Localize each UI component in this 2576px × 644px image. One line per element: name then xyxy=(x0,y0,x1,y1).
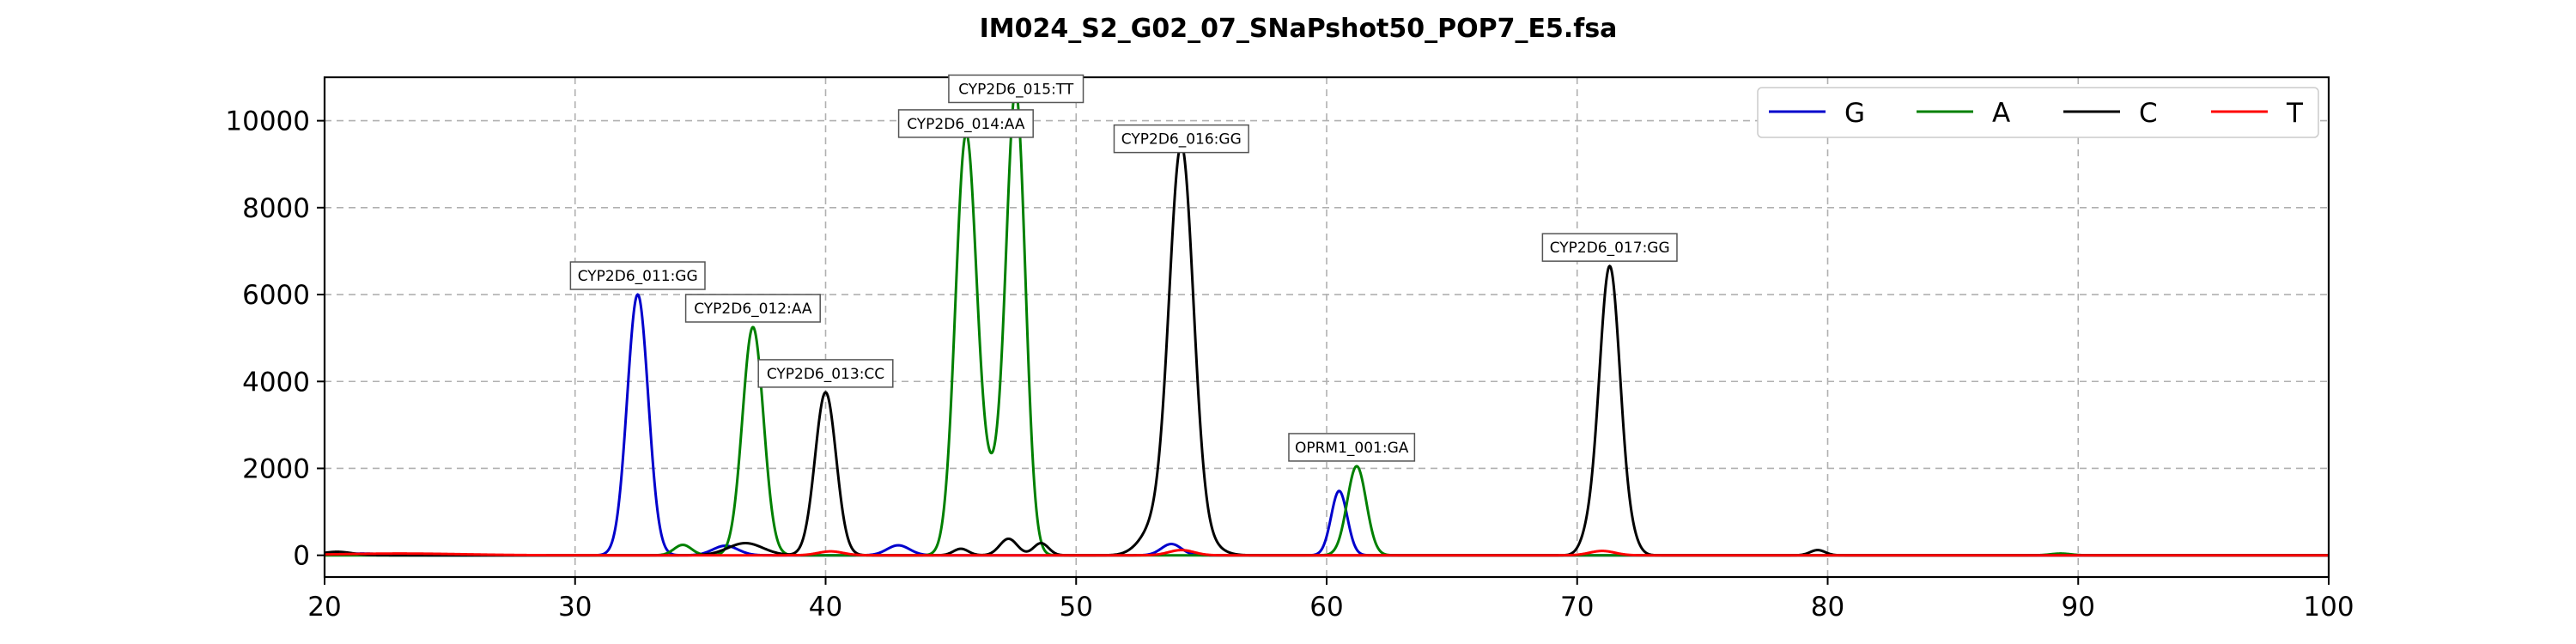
peak-annotation: CYP2D6_016:GG xyxy=(1113,124,1249,154)
annotation-box xyxy=(948,74,1084,104)
x-tick-label: 30 xyxy=(558,592,592,623)
annotation-box xyxy=(1113,124,1249,154)
annotation-box xyxy=(757,359,894,388)
annotation-label: CYP2D6_011:GG xyxy=(578,268,698,285)
legend-label-G: G xyxy=(1844,98,1865,129)
annotation-box xyxy=(684,294,821,323)
peak-annotation: CYP2D6_017:GG xyxy=(1541,233,1678,262)
legend-box xyxy=(1757,87,2319,138)
annotation-label: CYP2D6_015:TT xyxy=(958,81,1074,98)
annotation-label: CYP2D6_013:CC xyxy=(767,366,884,383)
annotation-label: CYP2D6_017:GG xyxy=(1550,240,1670,257)
annotation-box xyxy=(569,261,706,290)
x-tick-label: 40 xyxy=(809,592,842,623)
annotation-label: CYP2D6_016:GG xyxy=(1121,131,1242,149)
peak-annotation: OPRM1_001:GA xyxy=(1288,433,1416,462)
y-tick-label: 6000 xyxy=(242,280,310,311)
peak-annotation: CYP2D6_015:TT xyxy=(948,74,1084,104)
legend-label-T: T xyxy=(2286,98,2304,129)
x-tick-label: 20 xyxy=(307,592,341,623)
annotation-label: OPRM1_001:GA xyxy=(1295,440,1409,457)
y-tick-label: 10000 xyxy=(225,106,310,137)
x-tick-label: 90 xyxy=(2062,592,2095,623)
axes: 20 30 40 50 60 70 80 90 100 0 2000 4000 6000 8000 1000… xyxy=(225,76,2354,623)
legend-label-C: C xyxy=(2139,98,2158,129)
annotation-box xyxy=(897,109,1034,138)
annotation-label: CYP2D6_014:AA xyxy=(907,116,1025,133)
peak-annotations: CYP2D6_011:GG CYP2D6_012:AA CYP2D6_013:CC C… xyxy=(569,74,1678,462)
series-line-T xyxy=(325,549,2329,557)
data-series xyxy=(325,88,2329,557)
peak-annotation: CYP2D6_012:AA xyxy=(684,294,821,323)
x-tick-label: 100 xyxy=(2303,592,2354,623)
y-tick-label: 0 xyxy=(293,541,310,572)
annotation-box xyxy=(1541,233,1678,262)
x-tick-label: 60 xyxy=(1309,592,1343,623)
peak-annotation: CYP2D6_011:GG xyxy=(569,261,706,290)
x-tick-label: 50 xyxy=(1060,592,1093,623)
chart-title: IM024_S2_G02_07_SNaPshot50_POP7_E5.fsa xyxy=(980,14,1618,44)
y-tick-label: 4000 xyxy=(242,367,310,398)
peak-annotation: CYP2D6_013:CC xyxy=(757,359,894,388)
y-tick-label: 2000 xyxy=(242,453,310,484)
peak-annotation: CYP2D6_014:AA xyxy=(897,109,1034,138)
y-tick-label: 8000 xyxy=(242,193,310,224)
legend-label-A: A xyxy=(1992,98,2010,129)
x-tick-label: 70 xyxy=(1560,592,1594,623)
annotation-box xyxy=(1288,433,1416,462)
annotation-label: CYP2D6_012:AA xyxy=(694,301,812,318)
x-tick-label: 80 xyxy=(1811,592,1844,623)
